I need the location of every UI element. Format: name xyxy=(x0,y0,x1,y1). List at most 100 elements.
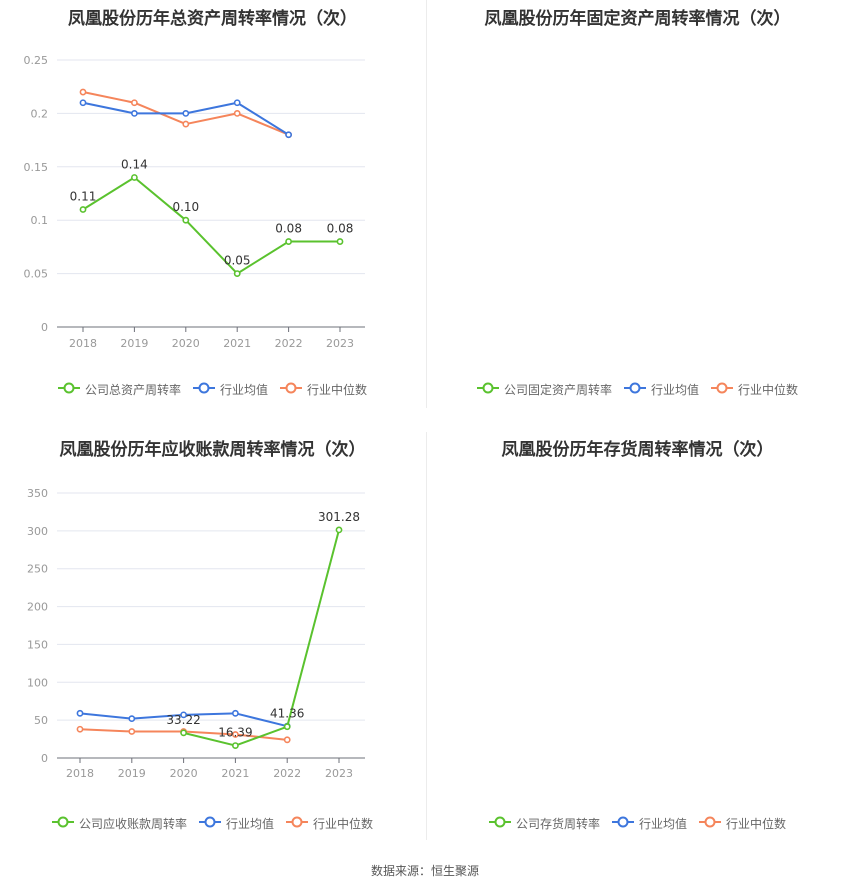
data-point-median[interactable] xyxy=(283,736,291,744)
x-tick-label: 2022 xyxy=(273,767,301,780)
panel-divider-top xyxy=(426,0,427,408)
legend-item-avg[interactable]: 行业均值 xyxy=(192,381,268,398)
data-point-avg[interactable] xyxy=(182,110,190,117)
data-label: 33.22 xyxy=(166,713,200,727)
x-tick-label: 2020 xyxy=(170,767,198,780)
data-point-company[interactable] xyxy=(283,723,291,731)
chart-panel-inventory-turnover: 00.050.10.150.20.250.30.3520182019202020… xyxy=(425,432,850,864)
legend-line-circle-icon xyxy=(488,816,511,831)
data-point-avg[interactable] xyxy=(76,709,84,717)
legend-line-circle-icon xyxy=(286,816,308,831)
series-line-avg xyxy=(82,101,290,136)
legend-item-median[interactable]: 行业中位数 xyxy=(280,381,367,398)
chart-plot-0: 0 0.05 0.1 0.15 0.2 0.25 2018 2019 2020 2021 2022 2… xyxy=(24,54,365,350)
legend-line-circle-icon xyxy=(711,382,733,397)
data-point-avg[interactable] xyxy=(180,711,187,719)
data-label: 0.08 xyxy=(327,222,354,236)
y-tick-label: 0.25 xyxy=(24,54,49,67)
x-tick-label: 2021 xyxy=(221,767,249,780)
x-tick-label: 2022 xyxy=(275,337,303,350)
data-point-company[interactable] xyxy=(285,238,292,245)
data-point-company[interactable] xyxy=(79,206,87,213)
legend-item-company[interactable]: 公司应收账款周转率 xyxy=(51,815,187,832)
legend-label: 行业中位数 xyxy=(307,383,368,397)
data-point-median[interactable] xyxy=(231,731,239,738)
data-label: 41.36 xyxy=(270,707,304,721)
legend-line-circle-icon xyxy=(699,816,721,831)
legend-line-circle-icon xyxy=(51,816,74,831)
legend-label: 行业均值 xyxy=(225,817,274,831)
panel-divider-bottom xyxy=(426,432,427,840)
legend-label: 公司存货周转率 xyxy=(515,817,600,831)
data-point-avg[interactable] xyxy=(285,131,292,139)
y-tick-label: 0 xyxy=(41,321,48,334)
chart-title: 凤凰股份历年存货周转率情况（次） xyxy=(501,440,774,460)
data-point-company[interactable] xyxy=(335,526,343,534)
series-line-company xyxy=(82,176,340,275)
y-tick-label: 350 xyxy=(27,487,48,500)
data-label: 0.08 xyxy=(275,222,302,236)
data-point-avg[interactable] xyxy=(233,99,241,107)
data-point-median[interactable] xyxy=(233,110,241,117)
y-tick-label: 50 xyxy=(34,714,48,727)
chart-title: 凤凰股份历年固定资产周转率情况（次） xyxy=(484,9,791,29)
legend-item-median[interactable]: 行业中位数 xyxy=(711,381,798,398)
legend-item-company[interactable]: 公司存货周转率 xyxy=(488,815,600,832)
legend-line-circle-icon xyxy=(476,382,499,397)
legend-line-circle-icon xyxy=(611,816,634,831)
x-tick-label: 2020 xyxy=(172,337,200,350)
y-tick-label: 0.2 xyxy=(31,107,49,120)
x-tick-label: 2023 xyxy=(326,337,354,350)
legend-label: 行业均值 xyxy=(638,817,687,831)
y-tick-label: 100 xyxy=(27,676,48,689)
data-point-avg[interactable] xyxy=(128,715,136,723)
data-point-median[interactable] xyxy=(76,725,84,733)
x-tick-label: 2019 xyxy=(120,337,148,350)
x-tick-label: 2018 xyxy=(66,767,94,780)
x-tick-label: 2018 xyxy=(69,337,97,350)
legend-item-median[interactable]: 行业中位数 xyxy=(699,815,786,832)
legend-item-company[interactable]: 公司总资产周转率 xyxy=(57,381,181,398)
legend-item-avg[interactable]: 行业均值 xyxy=(611,815,687,832)
data-label: 0.11 xyxy=(70,190,97,204)
data-point-company[interactable] xyxy=(182,216,190,224)
y-tick-label: 0 xyxy=(41,752,48,765)
data-point-company[interactable] xyxy=(231,742,239,749)
legend-item-avg[interactable]: 行业均值 xyxy=(623,381,699,398)
chart-legend: 公司固定资产周转率 行业均值 行业中位数 xyxy=(425,381,850,398)
data-point-company[interactable] xyxy=(130,174,138,181)
series-line-company xyxy=(183,529,340,747)
data-point-median[interactable] xyxy=(79,88,87,96)
y-tick-label: 0.15 xyxy=(24,161,49,174)
legend-item-median[interactable]: 行业中位数 xyxy=(286,815,373,832)
legend-item-company[interactable]: 公司固定资产周转率 xyxy=(476,381,612,398)
data-point-median[interactable] xyxy=(130,99,138,107)
y-tick-label: 0.05 xyxy=(24,268,49,281)
legend-label: 公司固定资产周转率 xyxy=(503,383,612,397)
y-tick-label: 250 xyxy=(27,563,48,576)
chart-legend: 公司应收账款周转率 行业均值 行业中位数 xyxy=(0,815,425,832)
legend-label: 行业中位数 xyxy=(313,817,374,831)
legend-label: 行业均值 xyxy=(650,383,699,397)
chart-legend: 公司总资产周转率 行业均值 行业中位数 xyxy=(0,381,425,398)
data-point-median[interactable] xyxy=(128,728,136,735)
legend-label: 公司总资产周转率 xyxy=(84,383,181,397)
legend-line-circle-icon xyxy=(192,382,215,397)
chart-plot-2: 0 50 100 150 200 250 300 350 2018 2019 2020 2021 202… xyxy=(27,487,365,780)
legend-line-circle-icon xyxy=(198,816,221,831)
legend-label: 行业中位数 xyxy=(738,383,799,397)
data-point-avg[interactable] xyxy=(79,99,87,107)
chart-panel-receivables-turnover: 0 50 100 150 200 250 300 350 2018 2019 2020 2021 202… xyxy=(0,432,425,864)
data-point-avg[interactable] xyxy=(231,709,239,717)
data-point-company[interactable] xyxy=(233,270,241,277)
data-label: 0.14 xyxy=(121,157,148,171)
data-point-median[interactable] xyxy=(182,120,190,128)
data-point-company[interactable] xyxy=(336,238,344,245)
legend-item-avg[interactable]: 行业均值 xyxy=(198,815,274,832)
y-tick-label: 200 xyxy=(27,601,48,614)
data-point-company[interactable] xyxy=(180,729,187,737)
x-tick-label: 2023 xyxy=(325,767,353,780)
y-tick-label: 150 xyxy=(27,638,48,651)
data-point-avg[interactable] xyxy=(130,110,138,117)
data-label: 16.39 xyxy=(218,726,252,740)
